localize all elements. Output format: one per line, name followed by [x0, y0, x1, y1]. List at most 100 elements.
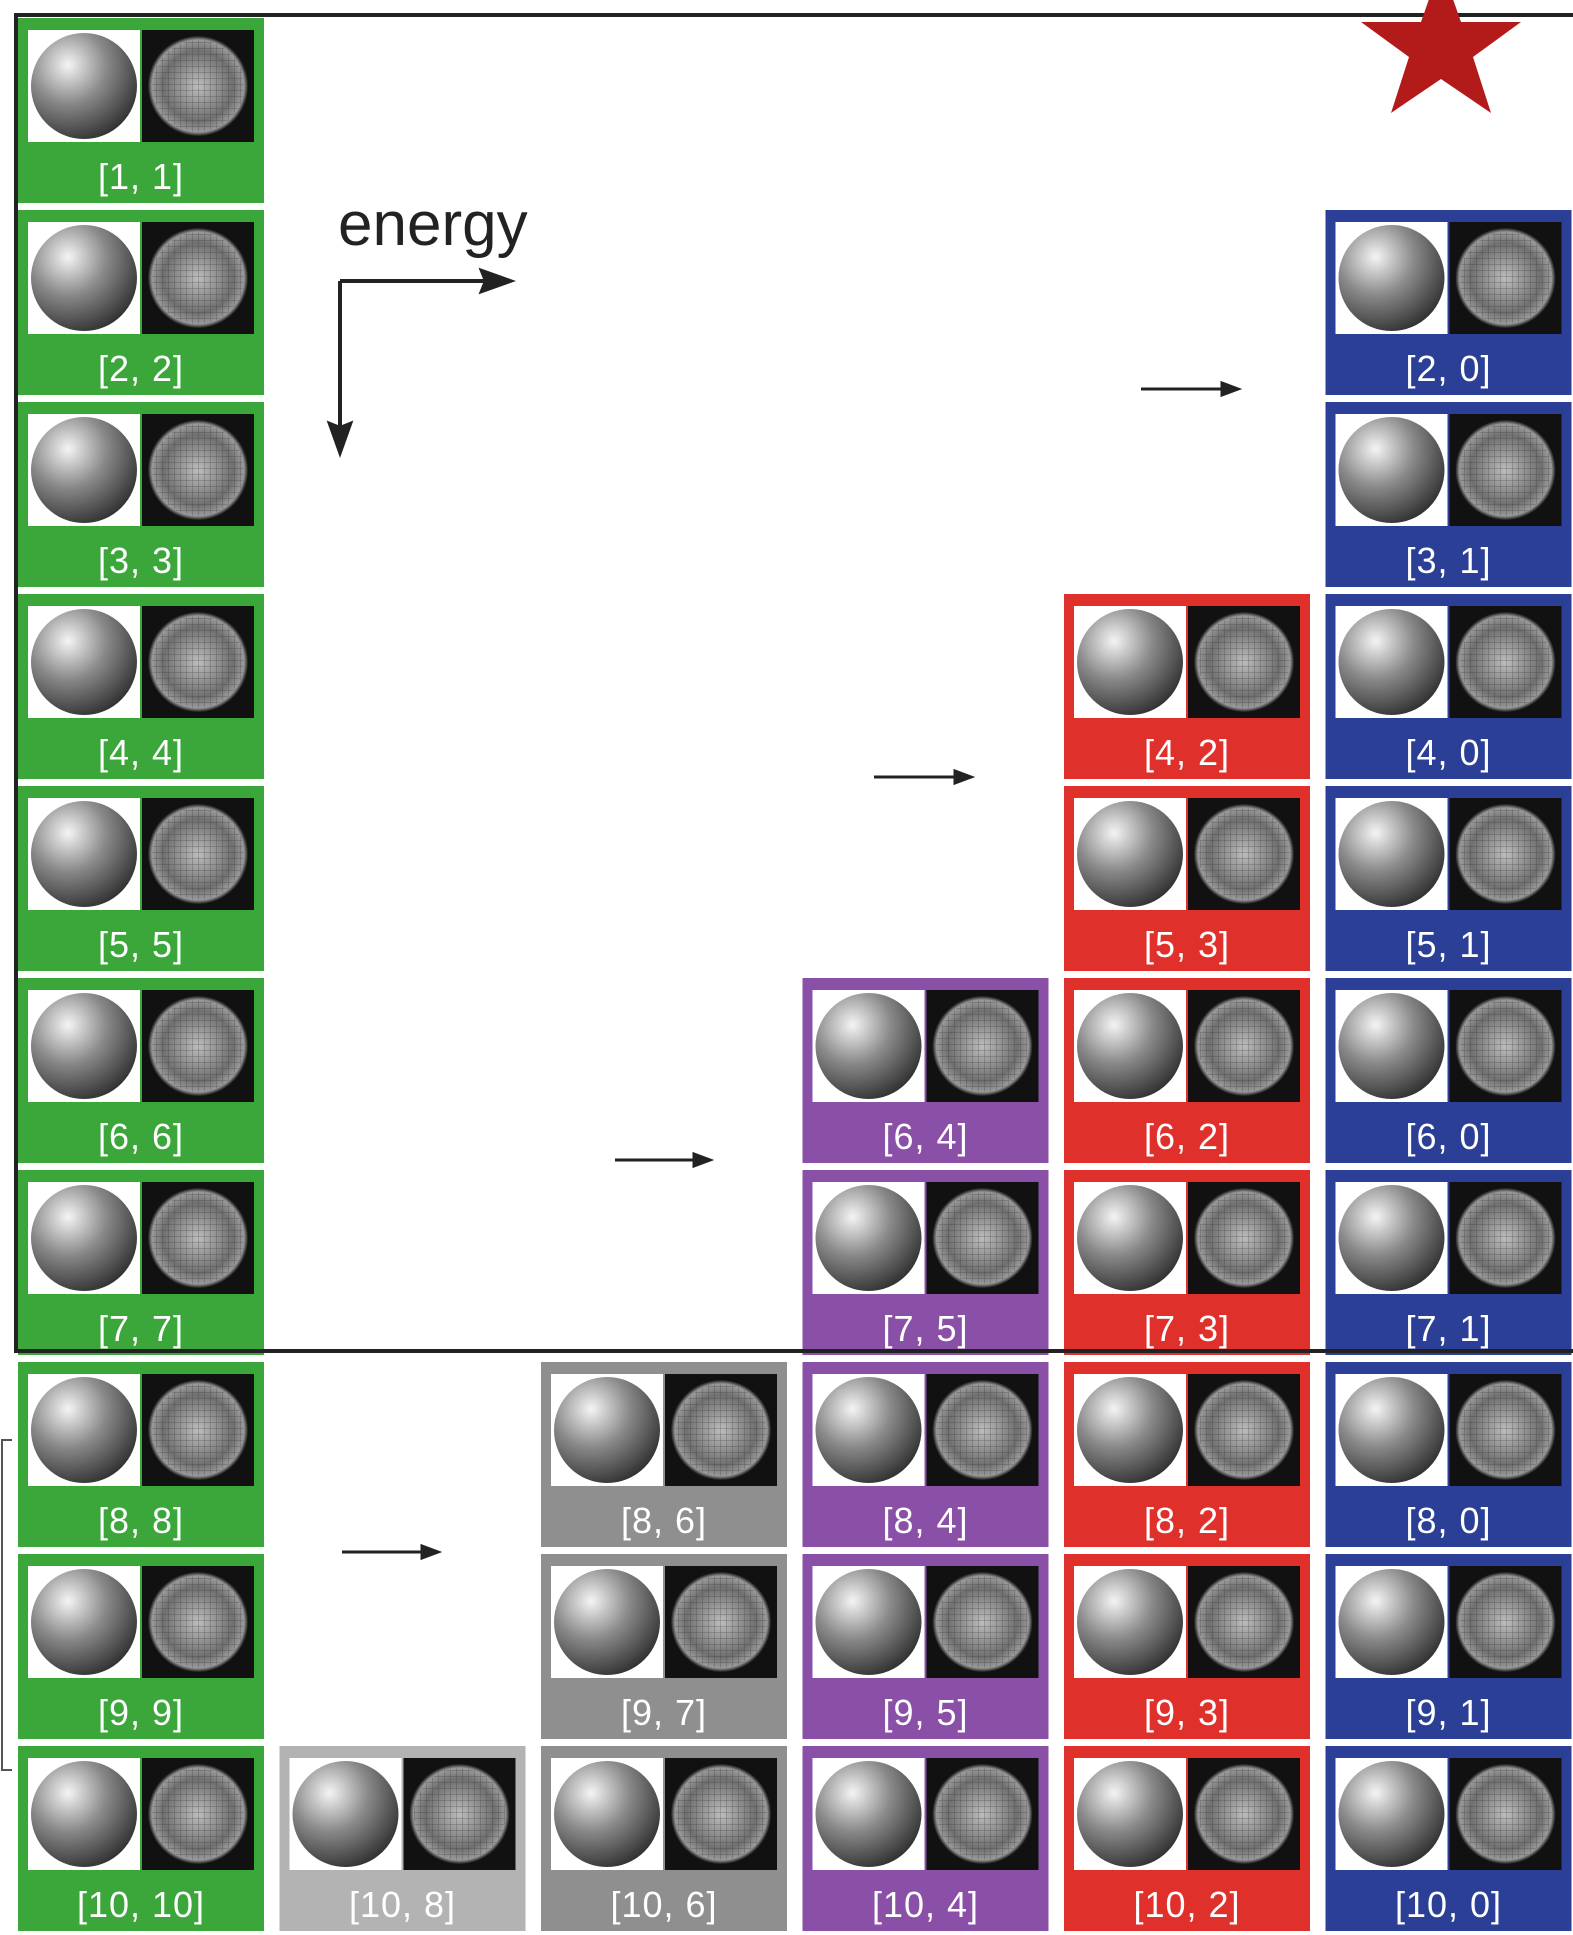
tile-label: [6, 4]: [882, 1116, 968, 1157]
shape-render: [1339, 801, 1445, 907]
shape-render: [816, 1569, 922, 1675]
texture-grid: [152, 1192, 244, 1284]
tile-label: [2, 2]: [98, 348, 184, 389]
tile-label: [4, 0]: [1405, 732, 1491, 773]
tile: [7, 1]: [1326, 1170, 1572, 1355]
tile: [7, 5]: [803, 1170, 1049, 1355]
texture-grid: [1198, 1576, 1290, 1668]
tile-label: [7, 1]: [1405, 1308, 1491, 1349]
tile-label: [10, 10]: [77, 1884, 205, 1925]
bracket: [2, 1440, 12, 1770]
texture-grid: [675, 1384, 767, 1476]
texture-grid: [937, 1192, 1029, 1284]
tile: [8, 0]: [1326, 1362, 1572, 1547]
shape-render: [31, 225, 137, 331]
tile: [4, 2]: [1064, 594, 1310, 779]
shape-render: [31, 801, 137, 907]
tile: [6, 4]: [803, 978, 1049, 1163]
tile: [8, 6]: [541, 1362, 787, 1547]
shape-render: [31, 1185, 137, 1291]
texture-grid: [937, 1384, 1029, 1476]
texture-grid: [152, 808, 244, 900]
tile: [2, 0]: [1326, 210, 1572, 395]
tile: [9, 1]: [1326, 1554, 1572, 1739]
tile: [5, 3]: [1064, 786, 1310, 971]
tile-label: [6, 0]: [1405, 1116, 1491, 1157]
shape-render: [554, 1377, 660, 1483]
shape-render: [554, 1569, 660, 1675]
tile: [9, 7]: [541, 1554, 787, 1739]
tile-label: [6, 6]: [98, 1116, 184, 1157]
shape-render: [816, 1761, 922, 1867]
tile: [10, 0]: [1326, 1746, 1572, 1931]
texture-grid: [152, 1576, 244, 1668]
texture-grid: [152, 1768, 244, 1860]
tile-label: [8, 0]: [1405, 1500, 1491, 1541]
shape-render: [1077, 801, 1183, 907]
texture-grid: [937, 1768, 1029, 1860]
shape-render: [31, 993, 137, 1099]
tile: [7, 3]: [1064, 1170, 1310, 1355]
texture-grid: [675, 1576, 767, 1668]
texture-grid: [675, 1768, 767, 1860]
tile: [5, 1]: [1326, 786, 1572, 971]
tile: [8, 2]: [1064, 1362, 1310, 1547]
axis-label: energy: [338, 190, 528, 259]
tile-label: [9, 1]: [1405, 1692, 1491, 1733]
tile-label: [8, 2]: [1144, 1500, 1230, 1541]
tile: [10, 8]: [280, 1746, 526, 1931]
shape-render: [816, 993, 922, 1099]
energy-axes: [330, 271, 510, 452]
tile: [5, 5]: [18, 786, 264, 971]
shape-render: [1077, 993, 1183, 1099]
shape-render: [1077, 609, 1183, 715]
shape-render: [1077, 1761, 1183, 1867]
texture-grid: [1198, 1000, 1290, 1092]
tile: [6, 0]: [1326, 978, 1572, 1163]
tile: [6, 6]: [18, 978, 264, 1163]
shape-render: [1077, 1569, 1183, 1675]
tile: [4, 4]: [18, 594, 264, 779]
texture-grid: [414, 1768, 506, 1860]
texture-grid: [152, 1384, 244, 1476]
tile-label: [8, 6]: [621, 1500, 707, 1541]
tile-label: [8, 8]: [98, 1500, 184, 1541]
tile-label: [3, 3]: [98, 540, 184, 581]
texture-grid: [1198, 808, 1290, 900]
shape-render: [31, 1377, 137, 1483]
tile: [10, 2]: [1064, 1746, 1310, 1931]
shape-render: [293, 1761, 399, 1867]
tile-label: [5, 1]: [1405, 924, 1491, 965]
tile-label: [10, 2]: [1133, 1884, 1240, 1925]
tile: [4, 0]: [1326, 594, 1572, 779]
texture-grid: [152, 232, 244, 324]
texture-grid: [1460, 1576, 1552, 1668]
texture-grid: [1460, 1384, 1552, 1476]
tile: [1, 1]: [18, 18, 264, 203]
tile: [2, 2]: [18, 210, 264, 395]
texture-grid: [1460, 808, 1552, 900]
tile: [10, 4]: [803, 1746, 1049, 1931]
shape-render: [1339, 417, 1445, 523]
tile-label: [4, 4]: [98, 732, 184, 773]
diagram: [1, 1] [2, 2] [3, 3] [4, 4] [5, 5] [6, 6] [7, …: [0, 0, 1573, 1935]
tile-label: [6, 2]: [1144, 1116, 1230, 1157]
tile: [3, 1]: [1326, 402, 1572, 587]
texture-grid: [1460, 1192, 1552, 1284]
tile: [8, 8]: [18, 1362, 264, 1547]
shape-render: [1339, 993, 1445, 1099]
shape-render: [1077, 1185, 1183, 1291]
tile: [7, 7]: [18, 1170, 264, 1355]
tile: [10, 6]: [541, 1746, 787, 1931]
shape-render: [31, 1569, 137, 1675]
texture-grid: [1198, 1192, 1290, 1284]
tile: [9, 9]: [18, 1554, 264, 1739]
shape-render: [1339, 225, 1445, 331]
tile-label: [10, 8]: [349, 1884, 456, 1925]
tile-label: [10, 6]: [610, 1884, 717, 1925]
shape-render: [1339, 609, 1445, 715]
tile-label: [9, 3]: [1144, 1692, 1230, 1733]
tile-label: [10, 4]: [872, 1884, 979, 1925]
shape-render: [1339, 1185, 1445, 1291]
texture-grid: [152, 616, 244, 708]
